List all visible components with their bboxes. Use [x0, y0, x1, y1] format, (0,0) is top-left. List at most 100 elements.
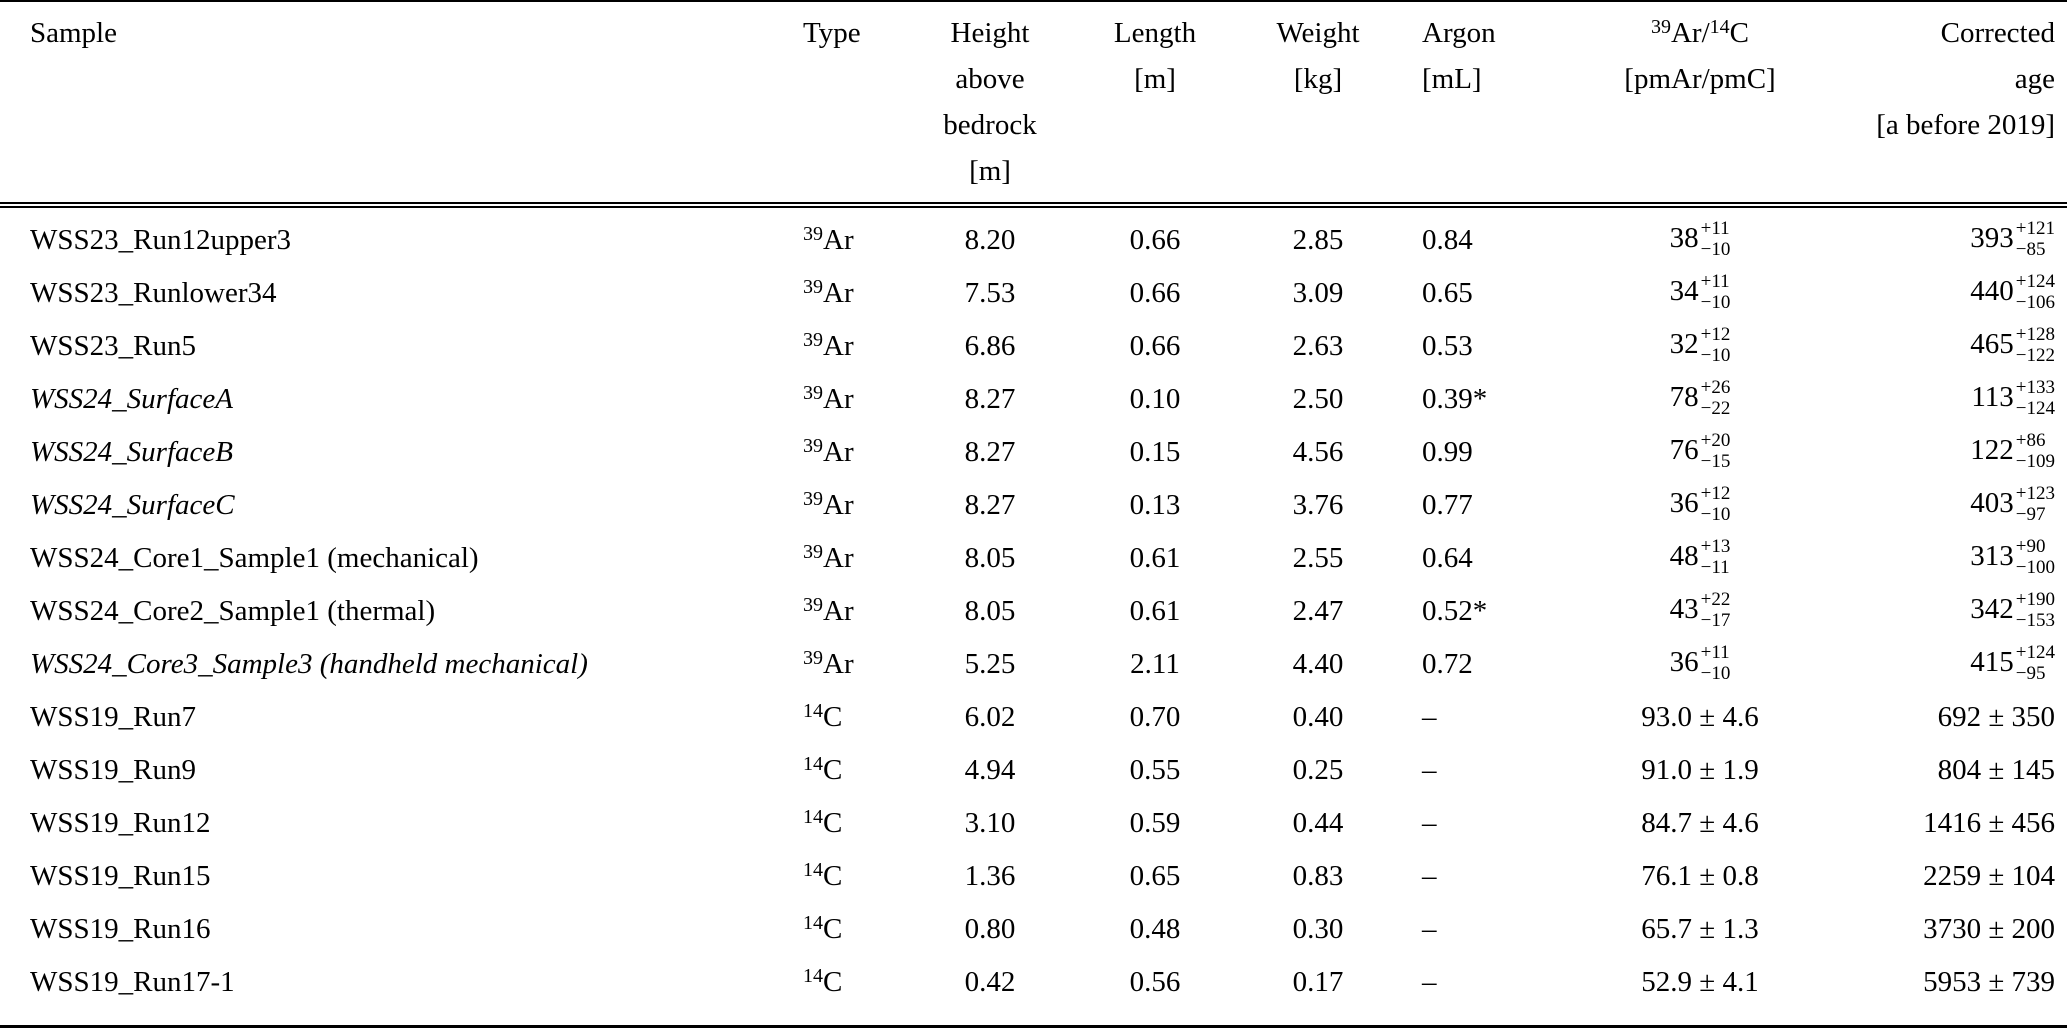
- age-cell: 804 ± 145: [1840, 744, 2067, 797]
- length-cell: 0.55: [1070, 744, 1240, 797]
- argon-value: 0.77: [1422, 489, 1473, 521]
- length-text: 0.61: [1129, 542, 1181, 574]
- column-header-height: Height above bedrock [m]: [910, 1, 1070, 208]
- height-value: 0.42: [965, 966, 1016, 998]
- header-line: [m]: [1134, 63, 1176, 95]
- sample-cell: WSS19_Run12: [0, 797, 795, 850]
- type-cell: 39Ar: [795, 426, 910, 479]
- argon-cell: 0.99: [1396, 426, 1560, 479]
- weight-value: 2.47: [1293, 595, 1344, 627]
- height-text: 6.02: [964, 701, 1016, 733]
- length-text: 0.10: [1129, 383, 1181, 415]
- argon-cell: –: [1396, 850, 1560, 903]
- length-text: 0.55: [1129, 754, 1181, 786]
- length-text: 0.66: [1129, 224, 1181, 256]
- type-cell: 39Ar: [795, 638, 910, 691]
- sample-cell: WSS19_Run7: [0, 691, 795, 744]
- sample-value: WSS23_Run12upper3: [30, 224, 291, 256]
- argon-value: 0.39*: [1422, 383, 1487, 415]
- length-cell: 0.66: [1070, 267, 1240, 320]
- weight-text: 2.55: [1292, 542, 1344, 574]
- length-value: 0.59: [1130, 807, 1181, 839]
- age-value: 465 +128 −122: [1970, 324, 2055, 365]
- sample-value: WSS23_Run5: [30, 330, 196, 362]
- height-value: 8.27: [965, 489, 1016, 521]
- asymmetric-uncertainty: +22 −17: [1701, 589, 1731, 631]
- sample-value: WSS19_Run7: [30, 701, 196, 733]
- plus-error: +123: [2015, 482, 2055, 504]
- sample-cell: WSS19_Run9: [0, 744, 795, 797]
- type-value: 14C: [803, 806, 843, 839]
- ratio-text: 78: [1669, 381, 1699, 414]
- header-line: 39Ar/14C: [1650, 16, 1749, 49]
- argon-value: –: [1422, 913, 1437, 945]
- type-cell: 39Ar: [795, 373, 910, 426]
- type-value: 39Ar: [803, 435, 854, 468]
- weight-cell: 2.55: [1240, 532, 1396, 585]
- argon-value: –: [1422, 966, 1437, 998]
- age-value: 2259 ± 104: [1923, 860, 2055, 892]
- sample-value: WSS24_SurfaceA: [30, 383, 233, 415]
- ratio-text: 32: [1669, 328, 1699, 361]
- height-cell: 1.36: [910, 850, 1070, 903]
- minus-error: −124: [2015, 397, 2055, 419]
- ratio-cell: 34 +11 −10: [1560, 267, 1840, 320]
- age-value: 804 ± 145: [1938, 754, 2055, 786]
- table-row: WSS19_Run9 14C 4.94 0.55 0.25 – 91.0 ± 1.9 804 …: [0, 744, 2067, 797]
- table-row: WSS19_Run16 14C 0.80 0.48 0.30 – 65.7 ± 1.3 373…: [0, 903, 2067, 956]
- age-cell: 393 +121 −85: [1840, 205, 2067, 267]
- sample-cell: WSS19_Run16: [0, 903, 795, 956]
- table-row: WSS24_SurfaceA 39Ar 8.27 0.10 2.50 0.39* 78 +26…: [0, 373, 2067, 426]
- age-cell: 3730 ± 200: [1840, 903, 2067, 956]
- plus-error: +11: [1700, 641, 1730, 663]
- ratio-text: 34: [1669, 275, 1699, 308]
- ratio-text: 84.7 ± 4.6: [1641, 807, 1759, 839]
- isotope-superscript: 14: [803, 700, 823, 722]
- ratio-value: 52.9 ± 4.1: [1641, 966, 1758, 998]
- ratio-text: 38: [1669, 222, 1699, 255]
- sample-value: WSS24_SurfaceC: [30, 489, 235, 521]
- column-header-length: Length [m]: [1070, 1, 1240, 208]
- asymmetric-uncertainty: +128 −122: [2016, 324, 2055, 366]
- age-text: 804 ± 145: [1937, 754, 2055, 786]
- argon-text: –: [1422, 966, 1437, 998]
- plus-error: +124: [2015, 641, 2055, 663]
- sample-text: WSS24_SurfaceA: [30, 383, 233, 415]
- weight-text: 0.83: [1292, 860, 1344, 892]
- ratio-cell: 91.0 ± 1.9: [1560, 744, 1840, 797]
- age-value: 403 +123 −97: [1970, 482, 2055, 524]
- ratio-value: 34 +11 −10: [1669, 271, 1731, 312]
- minus-error: −10: [1700, 662, 1731, 684]
- ratio-cell: 78 +26 −22: [1560, 373, 1840, 426]
- minus-error: −10: [1700, 344, 1731, 366]
- length-cell: 0.56: [1070, 956, 1240, 1027]
- type-value: 39Ar: [803, 541, 854, 574]
- sample-text: WSS24_Core1_Sample1 (mechanical): [30, 542, 479, 574]
- plus-error: +13: [1700, 535, 1731, 557]
- type-cell: 14C: [795, 744, 910, 797]
- sample-value: WSS19_Run12: [30, 807, 210, 839]
- isotope-superscript: 39: [803, 223, 823, 245]
- height-text: 0.80: [964, 913, 1016, 945]
- type-value: 39Ar: [803, 488, 854, 521]
- table-row: WSS24_SurfaceC 39Ar 8.27 0.13 3.76 0.77 36 +12−…: [0, 479, 2067, 532]
- argon-text: –: [1422, 807, 1437, 839]
- table-row: WSS23_Runlower34 39Ar 7.53 0.66 3.09 0.65 34 +1…: [0, 267, 2067, 320]
- table-row: WSS19_Run17-1 14C 0.42 0.56 0.17 – 52.9 ± 4.1 5…: [0, 956, 2067, 1027]
- argon-cell: 0.77: [1396, 479, 1560, 532]
- header-line: Height: [950, 17, 1030, 49]
- type-value: 14C: [803, 965, 843, 998]
- header-row: Sample Type Height above bedrock [m] Length [m]…: [0, 1, 2067, 208]
- column-header-age: Corrected age [a before 2019]: [1840, 1, 2067, 208]
- asymmetric-uncertainty: +121 −85: [2016, 218, 2055, 260]
- ratio-cell: 43 +22 −17: [1560, 585, 1840, 638]
- age-text: 465: [1970, 328, 2014, 361]
- weight-text: 0.30: [1292, 913, 1344, 945]
- ratio-cell: 76.1 ± 0.8: [1560, 850, 1840, 903]
- age-cell: 1416 ± 456: [1840, 797, 2067, 850]
- type-cell: 14C: [795, 956, 910, 1027]
- height-value: 5.25: [965, 648, 1016, 680]
- age-cell: 313 +90 −100: [1840, 532, 2067, 585]
- weight-cell: 0.40: [1240, 691, 1396, 744]
- argon-text: 0.72: [1422, 648, 1473, 680]
